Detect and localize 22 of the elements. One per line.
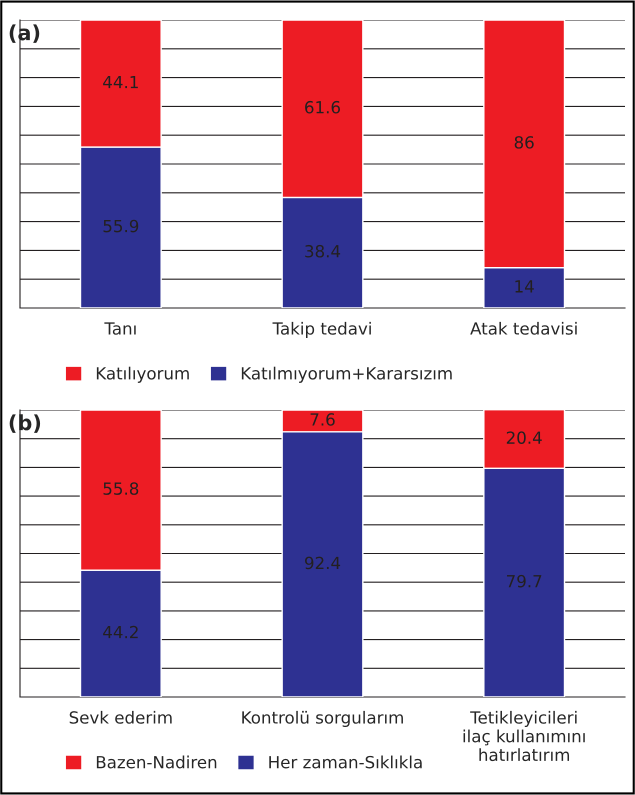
data-label: 20.4	[506, 431, 542, 444]
data-label: 38.4	[305, 244, 340, 258]
x-tick-label: Atak tedavisi	[470, 322, 577, 335]
x-tick-label: Tetikleyicileri ilaç kullanımını hatırlatırım	[464, 710, 585, 762]
x-tick-label: Sevk ederim	[70, 710, 172, 724]
data-label: 44.1	[103, 76, 138, 88]
x-tick-label: Tanı	[104, 322, 136, 335]
data-label: 7.6	[310, 413, 335, 426]
data-label: 55.9	[104, 220, 138, 232]
data-label: 61.6	[305, 100, 340, 114]
legend-label: Bazen-Nadiren	[96, 756, 216, 768]
data-label: 92.4	[304, 556, 340, 570]
data-label: 44.2	[103, 626, 138, 638]
data-label: 55.8	[104, 482, 138, 495]
x-tick-label: Kontrolü sorgularım	[242, 710, 403, 728]
legend-label: Katılıyorum	[96, 366, 189, 383]
data-label: 14	[515, 280, 534, 292]
legend-label: Katılmıyorum+Kararsızım	[242, 366, 452, 383]
x-tick-label: Takip tedavi	[272, 322, 371, 338]
data-label: 79.7	[506, 574, 542, 588]
data-label: 86	[514, 136, 534, 149]
legend-label: Her zaman-Sıklıkla	[269, 756, 422, 768]
